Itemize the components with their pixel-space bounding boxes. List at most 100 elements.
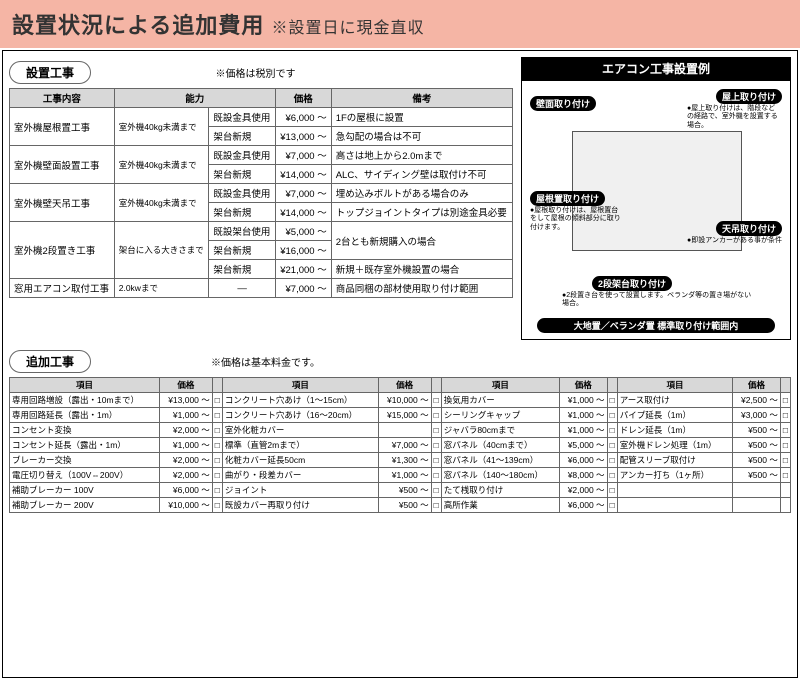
cell-item: ジャバラ80cmまで xyxy=(441,423,559,438)
checkbox[interactable]: □ xyxy=(607,423,617,438)
cell-work: 室外機壁面設置工事 xyxy=(10,146,115,184)
label-ground: 大地置／ベランダ置 標準取り付け範囲内 xyxy=(537,318,775,333)
checkbox[interactable]: □ xyxy=(431,438,441,453)
cell-price: ¥6,000 ～ xyxy=(159,483,212,498)
example-diagram: 壁面取り付け 屋上取り付け ●屋上取り付けは、階段などの経路で、室外機を設置する… xyxy=(521,80,791,340)
checkbox[interactable]: □ xyxy=(431,498,441,513)
checkbox[interactable]: □ xyxy=(780,408,790,423)
t1-header: 工事内容 xyxy=(10,89,115,108)
cell-item: 補助ブレーカー 200V xyxy=(10,498,160,513)
checkbox[interactable]: □ xyxy=(431,468,441,483)
cell-item: 標準（直管2mまで） xyxy=(222,438,378,453)
t1-header: 能力 xyxy=(114,89,275,108)
cell-type: 既設金具使用 xyxy=(209,108,275,127)
checkbox[interactable]: □ xyxy=(212,468,222,483)
cell-work: 窓用エアコン取付工事 xyxy=(10,279,115,298)
cell-type: 架台新規 xyxy=(209,165,275,184)
cell-price: ¥5,000 ～ xyxy=(560,438,608,453)
additional-table: 項目価格項目価格項目価格項目価格専用回路増設（露出・10mまで）¥13,000 … xyxy=(9,377,791,513)
table-row: 室外機壁天吊工事室外機40kg未満まで既設金具使用¥7,000 ～埋め込みボルト… xyxy=(10,184,513,203)
checkbox[interactable]: □ xyxy=(607,498,617,513)
t2-header-item: 項目 xyxy=(441,378,559,393)
checkbox[interactable] xyxy=(780,498,790,513)
cell-item: 窓パネル（140～180cm） xyxy=(441,468,559,483)
checkbox[interactable]: □ xyxy=(780,393,790,408)
checkbox[interactable]: □ xyxy=(212,408,222,423)
t2-header-item: 項目 xyxy=(10,378,160,393)
cell-price: ¥13,000 ～ xyxy=(159,393,212,408)
checkbox[interactable]: □ xyxy=(431,408,441,423)
label-rooftop: 屋上取り付け xyxy=(716,89,782,104)
cell-note: 2台とも新規購入の場合 xyxy=(331,222,512,260)
section1-note: ※価格は税別です xyxy=(215,69,295,80)
cell-work: 室外機壁天吊工事 xyxy=(10,184,115,222)
checkbox[interactable]: □ xyxy=(212,483,222,498)
table-row: 専用回路延長（露出・1m）¥1,000 ～□コンクリート穴あけ（16～20cm）… xyxy=(10,408,791,423)
cell-price: ¥6,000 ～ xyxy=(560,453,608,468)
checkbox[interactable]: □ xyxy=(212,393,222,408)
checkbox[interactable]: □ xyxy=(212,438,222,453)
cell-item: 曲がり・段差カバー xyxy=(222,468,378,483)
label-ceiling: 天吊取り付け xyxy=(716,221,782,236)
checkbox[interactable]: □ xyxy=(607,453,617,468)
checkbox[interactable]: □ xyxy=(607,393,617,408)
cell-price: ¥1,000 ～ xyxy=(560,408,608,423)
section2-note: ※価格は基本料金です。 xyxy=(211,354,320,369)
cell-price: ¥1,000 ～ xyxy=(159,438,212,453)
checkbox[interactable]: □ xyxy=(431,393,441,408)
checkbox[interactable]: □ xyxy=(431,453,441,468)
cell-note: トップジョイントタイプは別途金具必要 xyxy=(331,203,512,222)
cell-price: ¥7,000 ～ xyxy=(275,279,331,298)
checkbox[interactable]: □ xyxy=(780,438,790,453)
cell-item: アンカー打ち（1ヶ所） xyxy=(617,468,733,483)
cell-type: — xyxy=(209,279,275,298)
cell-capacity: 2.0kwまで xyxy=(114,279,209,298)
cell-price: ¥3,000 ～ xyxy=(733,408,781,423)
cell-price: ¥14,000 ～ xyxy=(275,203,331,222)
cell-item: アース取付け xyxy=(617,393,733,408)
cell-price: ¥1,000 ～ xyxy=(560,423,608,438)
cell-item: コンセント延長（露出・1m） xyxy=(10,438,160,453)
table-row: 電圧切り替え（100V⇔200V）¥2,000 ～□曲がり・段差カバー¥1,00… xyxy=(10,468,791,483)
example-panel: エアコン工事設置例 壁面取り付け 屋上取り付け ●屋上取り付けは、階段などの経路… xyxy=(521,57,791,340)
t1-header: 備考 xyxy=(331,89,512,108)
cell-item: ドレン延長（1m） xyxy=(617,423,733,438)
installation-table: 工事内容能力価格備考室外機屋根置工事室外機40kg未満まで既設金具使用¥6,00… xyxy=(9,88,513,298)
checkbox[interactable]: □ xyxy=(212,423,222,438)
cell-note: 埋め込みボルトがある場合のみ xyxy=(331,184,512,203)
cell-price: ¥1,300 ～ xyxy=(378,453,431,468)
table-row: コンセント変換¥2,000 ～□室外化粧カバー□ジャバラ80cmまで¥1,000… xyxy=(10,423,791,438)
cell-type: 架台新規 xyxy=(209,203,275,222)
desc-twostage: ●2段置き台を使って設置します。ベランダ等の置き場がない場合。 xyxy=(562,292,752,309)
cell-price xyxy=(378,423,431,438)
t2-header-price: 価格 xyxy=(733,378,781,393)
cell-price: ¥2,500 ～ xyxy=(733,393,781,408)
checkbox[interactable] xyxy=(780,483,790,498)
checkbox[interactable]: □ xyxy=(607,468,617,483)
checkbox[interactable]: □ xyxy=(431,423,441,438)
t2-header-price: 価格 xyxy=(159,378,212,393)
checkbox[interactable]: □ xyxy=(607,408,617,423)
cell-price: ¥500 ～ xyxy=(378,498,431,513)
desc-rooftop: ●屋上取り付けは、階段などの経路で、室外機を設置する場合。 xyxy=(687,105,782,130)
cell-item: 室外化粧カバー xyxy=(222,423,378,438)
cell-item: シーリングキャップ xyxy=(441,408,559,423)
checkbox[interactable]: □ xyxy=(607,438,617,453)
checkbox[interactable]: □ xyxy=(780,468,790,483)
cell-item xyxy=(617,483,733,498)
checkbox[interactable]: □ xyxy=(431,483,441,498)
cell-price: ¥500 ～ xyxy=(733,438,781,453)
checkbox[interactable]: □ xyxy=(607,483,617,498)
table-row: 室外機屋根置工事室外機40kg未満まで既設金具使用¥6,000 ～1Fの屋根に設… xyxy=(10,108,513,127)
t2-header-item: 項目 xyxy=(222,378,378,393)
checkbox[interactable]: □ xyxy=(780,453,790,468)
checkbox[interactable]: □ xyxy=(780,423,790,438)
checkbox[interactable]: □ xyxy=(212,453,222,468)
cell-type: 架台新規 xyxy=(209,260,275,279)
cell-work: 室外機2段置き工事 xyxy=(10,222,115,279)
t2-header-cb xyxy=(780,378,790,393)
t2-header-cb xyxy=(431,378,441,393)
checkbox[interactable]: □ xyxy=(212,498,222,513)
cell-price: ¥2,000 ～ xyxy=(560,483,608,498)
cell-price: ¥1,000 ～ xyxy=(378,468,431,483)
